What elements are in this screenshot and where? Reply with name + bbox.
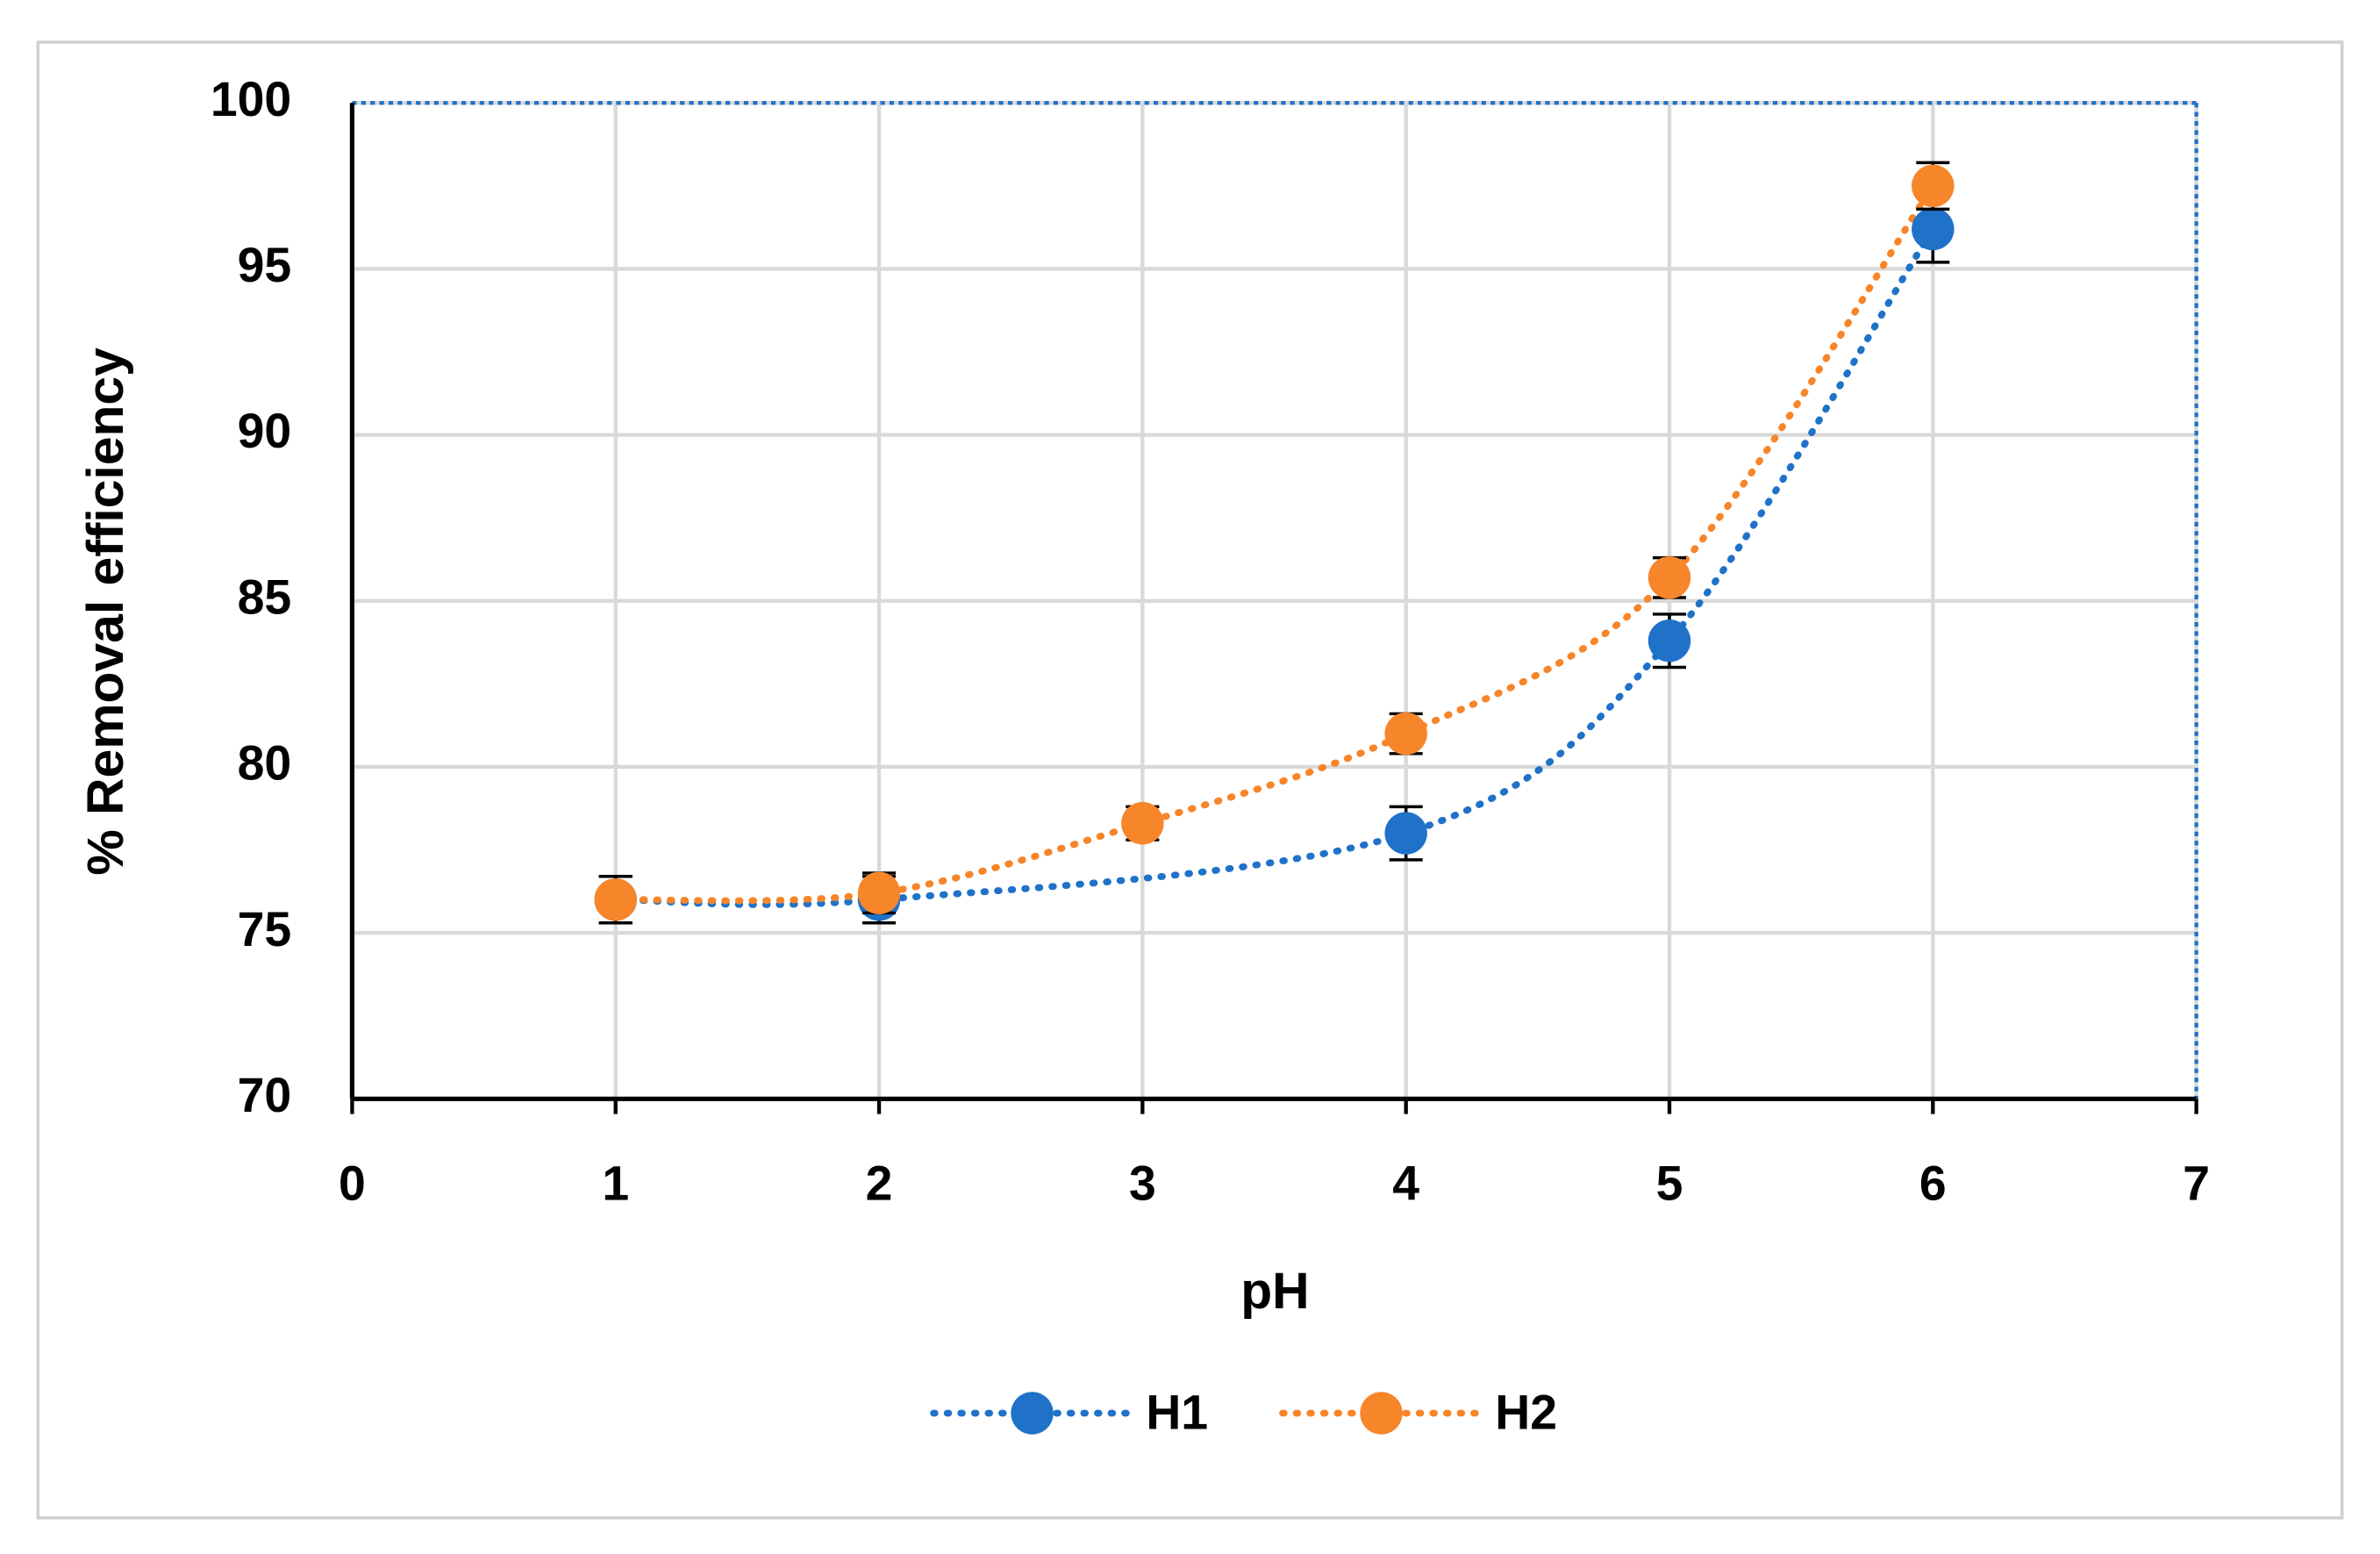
data-layer xyxy=(594,161,1955,925)
x-tick-label: 2 xyxy=(866,1156,893,1210)
x-tick-label: 5 xyxy=(1656,1156,1683,1210)
y-tick-label: 90 xyxy=(238,404,292,458)
legend-marker xyxy=(1360,1392,1403,1435)
legend-label: H1 xyxy=(1146,1386,1208,1440)
y-tick-label: 85 xyxy=(238,569,292,624)
y-axis-title: % Removal efficiency xyxy=(77,347,134,876)
y-tick-label: 80 xyxy=(238,736,292,791)
x-tick-label: 7 xyxy=(2183,1156,2210,1210)
chart-frame xyxy=(36,40,2344,1520)
legend-label: H2 xyxy=(1495,1386,1557,1440)
y-tick-label: 95 xyxy=(238,238,292,292)
marker xyxy=(594,878,637,921)
marker xyxy=(1647,619,1691,662)
marker xyxy=(857,871,901,914)
marker xyxy=(1384,712,1427,756)
x-tick-label: 6 xyxy=(1919,1156,1947,1210)
x-tick-label: 0 xyxy=(339,1156,366,1210)
x-tick-label: 1 xyxy=(602,1156,629,1210)
marker xyxy=(1912,164,1955,208)
x-tick-label: 4 xyxy=(1392,1156,1419,1210)
x-tick-label: 3 xyxy=(1129,1156,1156,1210)
y-tick-label: 75 xyxy=(238,902,292,956)
y-tick-label: 100 xyxy=(211,72,291,126)
x-axis-title: pH xyxy=(1240,1263,1309,1320)
legend: H1 H2 xyxy=(930,1386,1557,1440)
marker xyxy=(1384,812,1427,855)
legend-marker xyxy=(1011,1392,1054,1435)
marker xyxy=(1121,802,1164,845)
y-tick-label: 70 xyxy=(238,1068,292,1122)
marker xyxy=(1912,207,1955,251)
marker xyxy=(1647,556,1691,599)
